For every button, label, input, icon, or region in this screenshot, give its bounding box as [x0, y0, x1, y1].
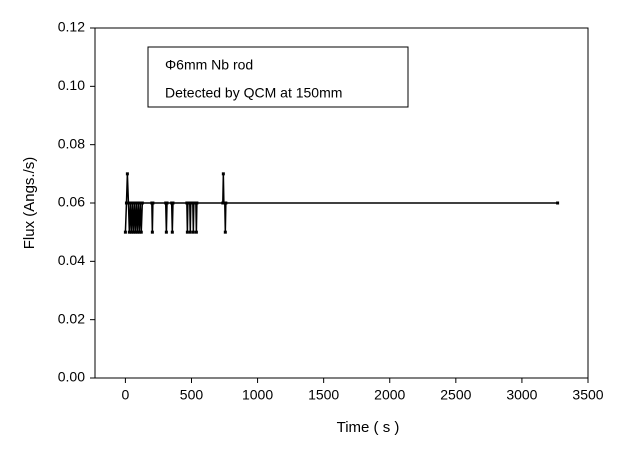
data-point — [136, 201, 140, 205]
data-point — [128, 201, 132, 205]
data-point — [123, 230, 127, 234]
x-tick-label: 0 — [122, 387, 130, 403]
data-point — [126, 201, 130, 205]
x-tick-label: 1000 — [242, 387, 273, 403]
data-point — [191, 230, 195, 234]
data-point — [170, 230, 174, 234]
y-tick-label: 0.06 — [58, 194, 85, 210]
data-point — [188, 230, 192, 234]
data-point — [137, 230, 141, 234]
y-axis-label: Flux (Angs./s) — [21, 157, 38, 250]
data-point — [134, 201, 138, 205]
x-tick-label: 3500 — [572, 387, 603, 403]
annotation: Φ6mm Nb rod — [165, 57, 253, 73]
y-tick-label: 0.10 — [58, 77, 85, 93]
data-point — [221, 172, 225, 176]
data-point — [556, 201, 560, 205]
x-axis-label: Time ( s ) — [337, 419, 400, 436]
data-point — [135, 230, 139, 234]
data-point — [194, 230, 198, 234]
x-tick-label: 1500 — [308, 387, 339, 403]
y-tick-label: 0.12 — [58, 19, 85, 35]
y-tick-label: 0.02 — [58, 310, 85, 326]
data-point — [129, 230, 133, 234]
x-tick-label: 3000 — [506, 387, 537, 403]
data-point — [223, 230, 227, 234]
data-point — [224, 201, 228, 205]
data-point — [132, 201, 136, 205]
y-tick-label: 0.08 — [58, 135, 85, 151]
data-point — [133, 230, 137, 234]
data-point — [140, 201, 144, 205]
x-tick-label: 2500 — [440, 387, 471, 403]
annotation-box — [147, 46, 409, 108]
data-point — [125, 172, 129, 176]
data-point — [189, 201, 193, 205]
data-point — [151, 201, 155, 205]
data-point — [164, 230, 168, 234]
x-tick-label: 2000 — [374, 387, 405, 403]
data-point — [186, 201, 190, 205]
data-point — [150, 230, 154, 234]
data-point — [195, 201, 199, 205]
y-tick-label: 0.04 — [58, 252, 85, 268]
data-point — [124, 201, 128, 205]
data-point — [138, 201, 142, 205]
data-point — [165, 201, 169, 205]
data-point — [192, 201, 196, 205]
data-point — [131, 230, 135, 234]
annotation: Detected by QCM at 150mm — [165, 85, 342, 101]
x-tick-label: 500 — [180, 387, 204, 403]
data-point — [130, 201, 134, 205]
y-tick-label: 0.00 — [58, 369, 85, 385]
data-point — [139, 230, 143, 234]
data-line — [124, 173, 558, 233]
data-point — [185, 230, 189, 234]
data-point — [171, 201, 175, 205]
data-point — [127, 230, 131, 234]
